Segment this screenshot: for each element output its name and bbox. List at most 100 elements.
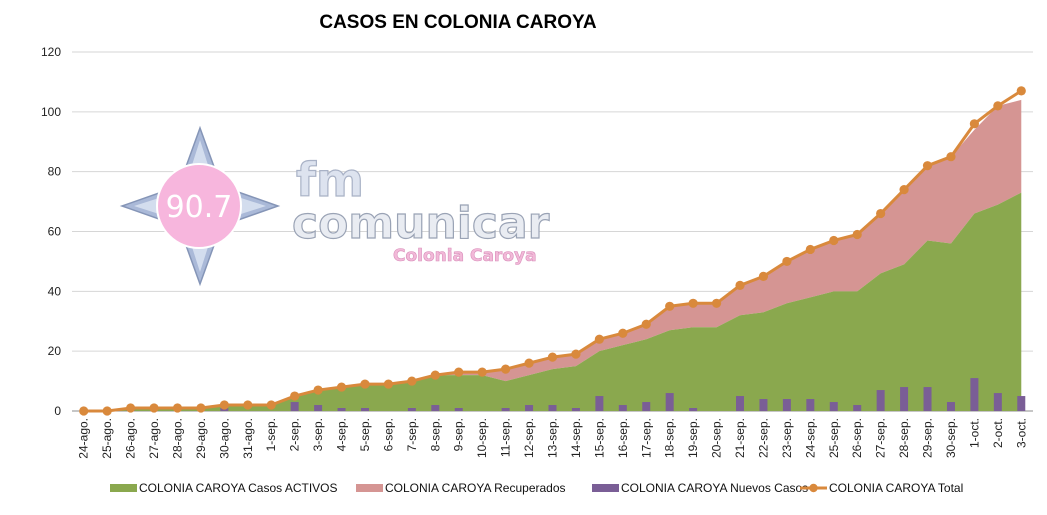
x-tick-label: 19-sep. xyxy=(686,418,700,458)
x-tick-label: 20-sep. xyxy=(710,418,724,458)
nuevos-casos-bar xyxy=(290,402,299,411)
nuevos-casos-bar xyxy=(1017,396,1026,411)
total-point xyxy=(829,235,839,246)
x-tick-label: 26-ago. xyxy=(124,418,138,459)
legend: COLONIA CAROYA Casos ACTIVOS COLONIA CARO… xyxy=(110,481,963,495)
nuevos-casos-bar xyxy=(970,378,979,411)
watermark-logo: 90.7 fm comunicar Colonia Caroya xyxy=(119,125,550,287)
brand-location-label: Colonia Caroya xyxy=(393,246,537,266)
x-tick-label: 29-sep. xyxy=(921,418,935,458)
x-tick-label: 2-sep. xyxy=(288,418,302,451)
nuevos-casos-bar xyxy=(689,408,698,411)
total-point xyxy=(243,400,253,410)
frequency-circle xyxy=(156,163,242,249)
nuevos-casos-bar xyxy=(993,393,1002,411)
nuevos-casos-bar xyxy=(360,408,369,411)
x-tick-label: 3-sep. xyxy=(311,418,325,451)
total-point xyxy=(782,256,792,267)
total-point xyxy=(430,370,440,380)
nuevos-casos-bar xyxy=(337,408,346,411)
y-tick-label: 80 xyxy=(48,165,62,179)
nuevos-casos-bar xyxy=(923,387,932,411)
nuevos-casos-bar xyxy=(642,402,651,411)
total-point xyxy=(360,379,370,389)
legend-swatch-colonia-caroya-nuevos-casos xyxy=(592,484,619,492)
total-point xyxy=(219,400,229,410)
brand-fm-label: fm xyxy=(296,153,364,207)
total-point xyxy=(852,229,862,240)
x-tick-label: 3-oct. xyxy=(1014,418,1028,448)
nuevos-casos-bar xyxy=(525,405,534,411)
total-point xyxy=(524,358,534,368)
total-point xyxy=(711,298,722,308)
nuevos-casos-bar xyxy=(782,399,791,411)
nuevos-casos-bar xyxy=(876,390,885,411)
x-tick-label: 12-sep. xyxy=(522,418,536,458)
x-tick-label: 27-sep. xyxy=(874,418,888,458)
x-tick-label: 24-sep. xyxy=(803,418,817,458)
chart-title: CASOS EN COLONIA CAROYA xyxy=(319,12,597,33)
total-point xyxy=(922,161,933,171)
x-tick-label: 5-sep. xyxy=(358,418,372,451)
x-tick-label: 1-oct. xyxy=(967,418,981,448)
x-tick-label: 27-ago. xyxy=(147,418,161,459)
total-point xyxy=(899,185,909,195)
legend-marker xyxy=(809,483,818,493)
x-tick-label: 13-sep. xyxy=(546,418,560,458)
nuevos-casos-bar xyxy=(314,405,323,411)
x-tick-label: 1-sep. xyxy=(264,418,278,451)
legend-swatch-colonia-caroya-casos-activos xyxy=(110,484,137,492)
x-tick-label: 15-sep. xyxy=(592,418,606,458)
x-tick-label: 30-sep. xyxy=(944,418,958,458)
total-point xyxy=(172,403,183,413)
legend-label: COLONIA CAROYA Nuevos Casos xyxy=(621,481,808,495)
nuevos-casos-bar xyxy=(501,408,510,411)
nuevos-casos-bar xyxy=(595,396,604,411)
areas xyxy=(83,99,1022,411)
x-tick-label: 8-sep. xyxy=(428,418,442,451)
x-tick-label: 10-sep. xyxy=(475,418,489,458)
nuevos-casos-bar xyxy=(454,408,463,411)
total-point xyxy=(594,334,604,344)
frequency-label: 90.7 xyxy=(166,190,233,225)
total-point xyxy=(805,244,815,255)
total-point xyxy=(969,119,980,129)
total-point xyxy=(571,349,581,359)
y-tick-label: 40 xyxy=(48,284,62,298)
y-tick-label: 20 xyxy=(48,344,62,358)
y-tick-label: 100 xyxy=(41,105,61,119)
total-point xyxy=(196,403,206,413)
total-point xyxy=(454,367,464,377)
x-tick-label: 30-ago. xyxy=(217,418,231,459)
total-point xyxy=(876,208,886,219)
legend-label: COLONIA CAROYA Recuperados xyxy=(385,481,566,495)
total-point xyxy=(290,391,300,401)
total-point xyxy=(946,152,956,162)
legend-label: COLONIA CAROYA Total xyxy=(829,481,963,495)
x-tick-label: 4-sep. xyxy=(335,418,349,451)
total-point xyxy=(79,406,89,416)
x-tick-label: 11-sep. xyxy=(499,418,513,457)
x-tick-label: 16-sep. xyxy=(616,418,630,458)
total-point xyxy=(407,376,417,386)
x-tick-label: 25-sep. xyxy=(827,418,841,458)
x-tick-label: 7-sep. xyxy=(405,418,419,451)
total-point xyxy=(735,280,745,290)
nuevos-casos-bar xyxy=(665,393,674,411)
total-point xyxy=(641,319,651,329)
x-tick-label: 24-ago. xyxy=(77,418,91,459)
total-point xyxy=(758,271,769,281)
total-point xyxy=(383,379,394,389)
nuevos-casos-bar xyxy=(829,402,838,411)
nuevos-casos-bar xyxy=(853,405,862,411)
total-point xyxy=(102,406,112,416)
total-point xyxy=(688,298,698,308)
x-axis: 24-ago. 25-ago. 26-ago. 27-ago. 28-ago. 29-ag… xyxy=(77,418,1029,459)
x-tick-label: 25-ago. xyxy=(100,418,114,459)
brand-name-label: comunicar xyxy=(292,198,550,249)
recuperados-area xyxy=(83,99,1022,411)
y-tick-label: 0 xyxy=(54,404,61,418)
x-tick-label: 22-sep. xyxy=(756,418,770,458)
x-tick-label: 18-sep. xyxy=(663,418,677,458)
